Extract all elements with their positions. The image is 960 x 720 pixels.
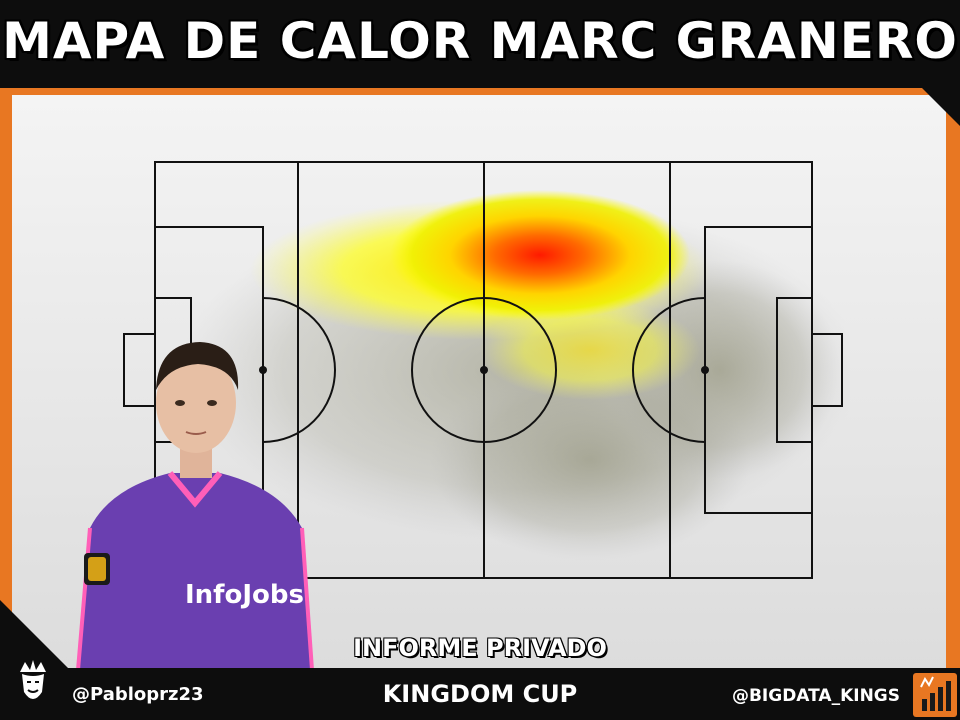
- footer-bar: [0, 668, 960, 720]
- left-penalty-spot: [259, 366, 267, 374]
- left-penalty-arc: [262, 297, 336, 443]
- left-goal: [123, 333, 156, 407]
- private-report-label: INFORME PRIVADO: [353, 634, 607, 662]
- crown-logo-icon: [20, 660, 46, 699]
- right-penalty-spot: [701, 366, 709, 374]
- heat-hotspot: [390, 190, 690, 320]
- title-bar: MAPA DE CALOR MARC GRANERO: [0, 0, 960, 90]
- brand-handle: @BIGDATA_KINGS: [731, 686, 900, 706]
- competition-label: KINGDOM CUP: [382, 680, 578, 708]
- jersey-sponsor: InfoJobs: [185, 580, 304, 610]
- heat-band-right: [480, 300, 700, 400]
- center-circle: [411, 297, 557, 443]
- center-spot: [480, 366, 488, 374]
- corner-decoration: [922, 88, 960, 126]
- bar-chart-logo-icon: [913, 673, 957, 717]
- author-handle: @Pabloprz23: [72, 684, 204, 705]
- player-photo: InfoJobs: [76, 342, 314, 670]
- right-goal: [811, 333, 843, 407]
- corner-decoration-left: [0, 600, 70, 670]
- page-title: MAPA DE CALOR MARC GRANERO: [2, 12, 958, 70]
- right-penalty-arc: [632, 297, 706, 443]
